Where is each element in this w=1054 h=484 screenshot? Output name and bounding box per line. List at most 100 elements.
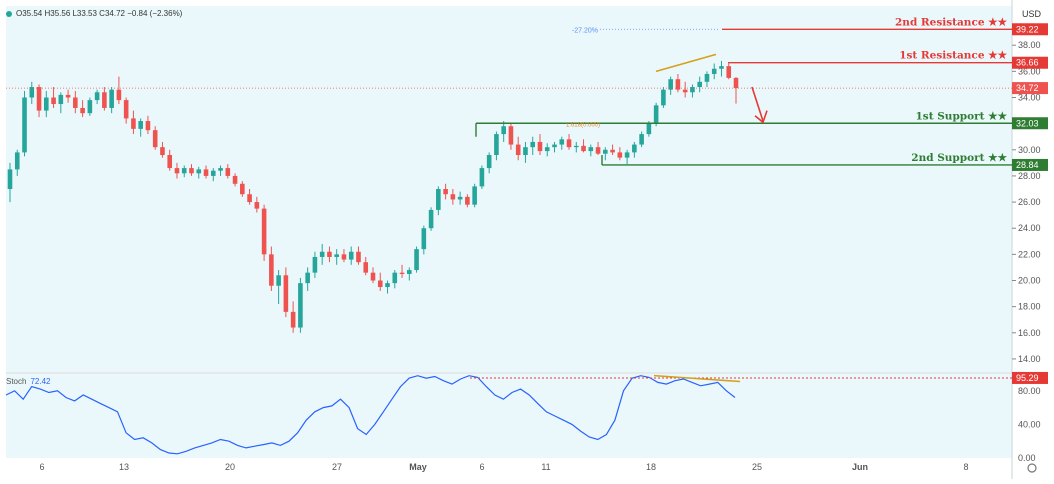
candle-body <box>573 145 579 148</box>
level-tag <box>1012 117 1048 130</box>
candle-body <box>348 251 354 260</box>
candle-body <box>51 97 56 105</box>
candle-body <box>218 168 223 171</box>
candle-body <box>232 175 238 184</box>
candle-body <box>189 168 194 174</box>
candle-body <box>421 228 427 250</box>
candle-body <box>617 152 623 158</box>
y-tick-label: 14.00 <box>1018 354 1041 364</box>
level-tag <box>1012 56 1048 69</box>
x-tick-label: 27 <box>332 462 342 472</box>
candle-body <box>726 66 732 78</box>
candle-body <box>341 254 347 260</box>
level-label: 2nd Resistance ★★ <box>895 16 1008 28</box>
level-tag <box>1012 23 1048 36</box>
y-tick-label: 16.00 <box>1018 328 1041 338</box>
y-tick-label: 22.00 <box>1018 249 1041 259</box>
candle-body <box>174 168 180 174</box>
candle-body <box>610 149 615 153</box>
candle-body <box>203 169 209 176</box>
candle-body <box>145 121 151 131</box>
stoch-level-value: 95.29 <box>1016 373 1039 383</box>
candle-body <box>370 272 376 281</box>
level-label: 1st Support ★★ <box>916 110 1008 122</box>
candle-body <box>603 149 608 154</box>
candle-body <box>733 77 739 89</box>
candle-body <box>508 126 514 145</box>
candle-body <box>7 169 13 189</box>
candle-body <box>668 79 673 90</box>
price-axis-area <box>1012 0 1054 479</box>
x-tick-label: 6 <box>39 462 44 472</box>
ohlc-readout: O35.54 H35.56 L33.53 C34.72 −0.84 (−2.36… <box>6 9 182 18</box>
candle-body <box>385 283 390 288</box>
candle-body <box>711 68 717 74</box>
candle-body <box>566 139 572 148</box>
x-tick-label: 13 <box>119 462 129 472</box>
y-tick-label: 30.00 <box>1018 145 1041 155</box>
candle-body <box>36 87 42 111</box>
candle-body <box>152 130 158 148</box>
candle-body <box>247 194 252 203</box>
candle-body <box>559 139 565 145</box>
ohlc-text: O35.54 H35.56 L33.53 C34.72 −0.84 (−2.36… <box>16 9 183 18</box>
candle-body <box>436 189 441 210</box>
candle-body <box>334 254 339 257</box>
candle-body <box>377 280 383 288</box>
stoch-divergence-line <box>653 374 741 383</box>
candle-body <box>530 141 536 148</box>
candle-body <box>167 155 173 169</box>
last-price-value: 34.72 <box>1016 83 1039 93</box>
candle-body <box>675 79 681 90</box>
candle-body <box>138 121 143 129</box>
x-tick-label: 11 <box>541 462 550 472</box>
candle-body <box>479 168 485 187</box>
stoch-y-tick-label: 80.00 <box>1018 386 1041 396</box>
candle-body <box>181 168 187 174</box>
candle-body <box>65 94 71 98</box>
candle-body <box>123 100 129 119</box>
stoch-y-tick-label: 0.00 <box>1018 453 1036 463</box>
candle-body <box>719 66 724 69</box>
candle-body <box>704 73 710 82</box>
level-value: 28.84 <box>1016 160 1039 170</box>
candle-body <box>116 89 122 101</box>
candle-body <box>632 144 637 153</box>
level-value: 39.22 <box>1016 24 1039 34</box>
candle-body <box>595 147 601 154</box>
fib-annotation: 1.618(0.000) <box>566 122 600 128</box>
level-label: 1st Resistance ★★ <box>899 50 1007 62</box>
candle-body <box>486 155 492 169</box>
candle-body <box>109 89 114 108</box>
candle-body <box>407 270 412 274</box>
candle-body <box>14 152 20 170</box>
candle-body <box>44 97 49 111</box>
candle-body <box>472 186 477 205</box>
y-tick-label: 28.00 <box>1018 171 1041 181</box>
candle-body <box>392 272 398 284</box>
candle-body <box>298 283 303 328</box>
candle-body <box>269 254 274 286</box>
stoch-level-tag <box>1012 371 1048 384</box>
candle-body <box>399 272 405 274</box>
x-tick-label: 18 <box>646 462 656 472</box>
candle-body <box>646 123 652 135</box>
candle-body <box>283 275 289 312</box>
y-tick-label: 20.00 <box>1018 276 1041 286</box>
price-pane <box>6 6 1012 372</box>
candle-body <box>305 272 310 284</box>
candle-body <box>131 118 136 129</box>
candle-body <box>276 275 281 286</box>
candle-body <box>210 170 216 176</box>
y-tick-label: 38.00 <box>1018 40 1041 50</box>
candle-body <box>682 89 688 93</box>
y-tick-label: 26.00 <box>1018 197 1041 207</box>
candle-body <box>225 168 231 176</box>
candle-body <box>639 134 644 145</box>
stoch-legend: Stoch 72.42 <box>6 377 51 386</box>
candle-body <box>443 189 448 195</box>
x-tick-label: May <box>409 462 427 472</box>
candle-body <box>624 152 630 158</box>
